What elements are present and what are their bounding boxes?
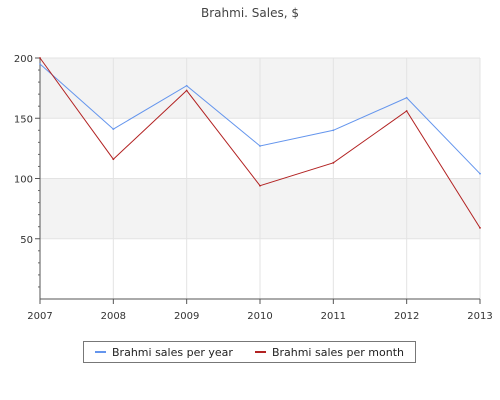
series-2-point xyxy=(479,227,481,229)
series-lines xyxy=(39,57,481,229)
x-tick-label: 2010 xyxy=(247,311,272,322)
x-axis-ticks: 2007 2008 2009 2010 2011 2012 2013 xyxy=(27,299,493,322)
legend-label: Brahmi sales per year xyxy=(112,345,233,359)
x-tick-label: 2008 xyxy=(101,311,126,322)
series-1-point xyxy=(479,172,481,175)
legend-item-series-2: Brahmi sales per month xyxy=(254,345,404,359)
series-1-point xyxy=(405,96,408,99)
vertical-gridlines xyxy=(112,58,481,299)
series-1-point xyxy=(39,63,41,65)
series-1-point xyxy=(185,84,188,87)
x-tick-label: 2013 xyxy=(467,311,492,322)
series-2-point xyxy=(332,161,335,164)
x-tick-label: 2012 xyxy=(394,311,419,322)
legend-label: Brahmi sales per month xyxy=(271,345,404,359)
y-tick-label: 150 xyxy=(14,114,33,125)
legend-item-series-1: Brahmi sales per year xyxy=(95,346,233,359)
series-1-point xyxy=(259,145,261,147)
series-2-point xyxy=(185,89,188,92)
series-1-point xyxy=(112,128,115,130)
y-axis-ticks: 50 100 150 200 xyxy=(14,54,40,288)
series-1-point xyxy=(332,129,335,132)
series-2-point xyxy=(405,110,408,112)
chart-title: Brahmi. Sales, $ xyxy=(201,6,299,20)
x-tick-label: 2011 xyxy=(321,311,346,322)
x-tick-label: 2007 xyxy=(27,311,52,322)
y-tick-label: 100 xyxy=(14,175,33,186)
series-2-point xyxy=(112,158,115,161)
series-2-point xyxy=(259,184,261,187)
y-tick-label: 200 xyxy=(14,54,33,65)
legend-swatch xyxy=(254,351,266,353)
series-2-point xyxy=(39,57,41,59)
y-tick-label: 50 xyxy=(20,235,33,246)
legend: Brahmi sales per year Brahmi sales per m… xyxy=(83,341,416,363)
x-tick-label: 2009 xyxy=(174,311,199,322)
legend-swatch xyxy=(95,351,107,353)
